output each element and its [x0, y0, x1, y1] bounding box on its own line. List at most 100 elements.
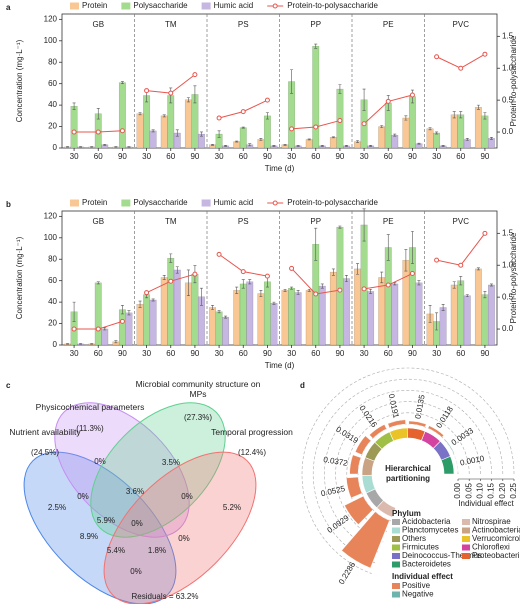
x-tick-label: 60 [166, 152, 175, 161]
y2-tick-label: 0.0 [502, 127, 514, 136]
bar [239, 283, 247, 346]
legend-swatch [70, 199, 79, 207]
group-label: PP [310, 217, 321, 226]
effect-bar [387, 419, 406, 428]
effect-bar [341, 511, 390, 569]
bar [270, 302, 278, 346]
y-tick-label: 40 [48, 297, 57, 306]
error-bar [120, 81, 124, 84]
phylum-segment [376, 500, 397, 518]
ratio-point [361, 121, 367, 127]
panel-label: d [300, 381, 305, 390]
x-axis-label: Time (d) [265, 164, 295, 173]
error-bar [441, 145, 445, 147]
region-label: 3.6% [126, 487, 144, 496]
error-bar [66, 146, 70, 148]
error-bar [79, 146, 83, 148]
error-bar [314, 43, 318, 49]
bar [474, 107, 482, 149]
region-label: 0% [178, 534, 190, 543]
bar [463, 295, 471, 346]
legend-swatch [392, 553, 400, 559]
group-label: GB [92, 217, 104, 226]
error-bar [151, 129, 155, 133]
legend-swatch [462, 553, 470, 559]
error-bar [331, 136, 335, 139]
region-label: 0% [130, 567, 142, 576]
ratio-point [168, 278, 174, 284]
error-bar [307, 138, 311, 141]
panel-label: b [6, 200, 11, 209]
ratio-point [289, 126, 295, 132]
error-bar [224, 145, 228, 147]
error-bar [386, 234, 390, 261]
error-bar [338, 225, 342, 229]
legend-swatch [392, 591, 400, 598]
error-bar [224, 315, 228, 319]
error-bar [404, 115, 408, 121]
error-bar [272, 301, 276, 305]
center-label: partitioning [386, 474, 430, 483]
error-bar [259, 138, 263, 141]
panel-label: c [6, 381, 11, 390]
x-tick-label: 90 [263, 349, 272, 358]
bar [378, 277, 386, 346]
error-bar [369, 288, 373, 294]
ratio-point [192, 271, 198, 277]
y-tick-label: 40 [48, 100, 57, 109]
x-tick-label: 60 [166, 349, 175, 358]
legend-swatch [392, 544, 400, 551]
bar [101, 328, 109, 346]
ratio-point [482, 51, 488, 57]
legend-swatch [462, 527, 470, 534]
set-label: Nutrient availability [9, 427, 81, 437]
bar-value-label: 0.0525 [320, 484, 346, 498]
y2-tick-label: 0.5 [502, 95, 514, 104]
group-label: GB [92, 20, 104, 29]
y-tick-label: 0 [53, 143, 58, 152]
x-tick-label: 90 [118, 349, 127, 358]
bar [149, 130, 157, 149]
r-tick-label: 0.20 [498, 482, 507, 498]
set-label-box: Nutrient availability [9, 427, 81, 437]
error-bar [290, 69, 294, 94]
y-tick-label: 100 [44, 36, 58, 45]
legend-label: Firmicutes [402, 543, 439, 552]
error-bar [459, 111, 463, 119]
legend-swatch [392, 536, 400, 542]
set-value-label: (12.4%) [238, 448, 266, 457]
legend-label: Acidobacteria [402, 517, 451, 526]
legend-label: Humic acid [214, 1, 254, 10]
legend-label: Polysaccharide [133, 198, 188, 207]
x-tick-label: 30 [70, 152, 79, 161]
r-tick-label: 0.10 [476, 482, 485, 498]
bar [160, 115, 168, 149]
bar [160, 277, 168, 346]
error-bar [362, 88, 366, 111]
error-bar [90, 343, 94, 345]
x-tick-label: 30 [287, 349, 296, 358]
region-label: 0% [77, 492, 89, 501]
legend-label: Proteobacteria [472, 551, 520, 560]
error-bar [465, 294, 469, 298]
r-axis-label: Individual effect [458, 499, 514, 508]
x-axis-label: Time (d) [265, 361, 295, 370]
bar [391, 134, 399, 149]
bar [312, 45, 320, 149]
bar [367, 291, 375, 346]
bar [143, 95, 151, 149]
legend-label: Planctomycetes [402, 526, 458, 535]
legend-swatch [392, 561, 400, 568]
error-bar [465, 138, 469, 141]
error-bar [72, 102, 76, 110]
set-label-box: Microbial community structure on MPs [136, 379, 261, 399]
legend-label: Deinococcus-Thermus [402, 551, 482, 560]
ratio-point [119, 318, 125, 324]
legend-swatch [201, 199, 211, 207]
bar-value-label: 0.0135 [413, 393, 426, 419]
bar [209, 307, 217, 346]
region-label: 0% [94, 457, 106, 466]
x-tick-label: 30 [142, 349, 151, 358]
error-bar [410, 231, 414, 264]
error-bar [307, 288, 311, 292]
